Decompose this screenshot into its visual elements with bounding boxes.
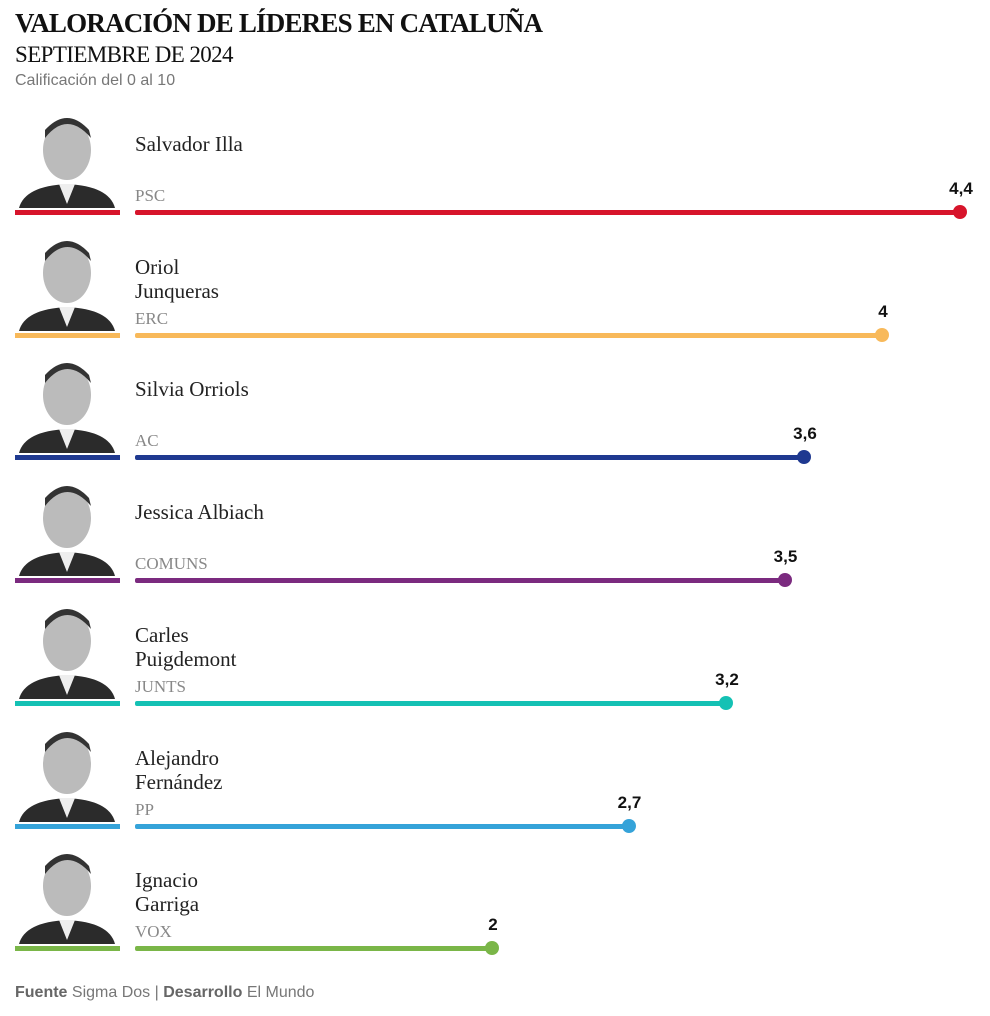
dot [777, 573, 792, 588]
bar [135, 823, 629, 829]
photo-underline [15, 700, 120, 706]
leader-name: Silvia Orriols [135, 377, 249, 402]
source: Sigma Dos [71, 984, 151, 1001]
leader-name: Alejandro Fernández [135, 745, 223, 794]
photo [15, 721, 120, 822]
value-label: 3,5 [773, 547, 798, 567]
photo [15, 353, 120, 454]
leader-name: Carles Puigdemont [135, 622, 237, 671]
dev-label: Desarrollo [163, 984, 243, 1001]
photo [15, 476, 120, 577]
bar [135, 946, 492, 952]
dev: El Mundo [246, 984, 315, 1001]
value-label: 2 [488, 915, 498, 935]
photo-underline [15, 210, 120, 215]
party: PSC [135, 186, 166, 205]
bar [135, 700, 726, 706]
party: VOX [135, 922, 172, 942]
value-label: 3,6 [793, 424, 817, 444]
value-label: 4,4 [949, 179, 973, 198]
chart-subtitle: SEPTIEMBRE DE 2024 [15, 42, 234, 67]
dot [953, 205, 967, 219]
chart-title: VALORACIÓN DE LÍDERES EN CATALUÑA [15, 8, 543, 38]
party: PP [135, 799, 154, 819]
photo [15, 844, 120, 945]
photo-underline [15, 946, 120, 952]
bar [135, 455, 804, 461]
separator: | [154, 984, 159, 1001]
dot [797, 450, 811, 465]
party: COMUNS [135, 554, 208, 574]
photo [15, 598, 120, 699]
value-label: 4 [878, 301, 888, 321]
party: AC [135, 431, 159, 451]
leader-name: Ignacio Garriga [135, 868, 200, 917]
leader-name: Oriol Junqueras [135, 254, 219, 303]
photo-underline [15, 823, 120, 829]
photo [15, 230, 120, 331]
photo-underline [15, 332, 120, 338]
dot [485, 941, 499, 956]
photo-underline [15, 455, 120, 461]
dot [719, 695, 733, 710]
party: ERC [135, 308, 169, 328]
party: JUNTS [135, 676, 187, 696]
bar [135, 578, 785, 584]
leader-name: Salvador Illa [135, 132, 243, 156]
leader-name: Jessica Albiach [135, 500, 264, 525]
photo [15, 108, 120, 208]
source-label: Fuente [15, 984, 68, 1001]
dot [875, 327, 889, 342]
dot [621, 818, 636, 833]
photo-underline [15, 578, 120, 584]
footer: Fuente Sigma Dos | Desarrollo El Mundo [15, 984, 314, 1002]
bar [135, 332, 882, 338]
bar [135, 210, 960, 215]
value-label: 3,2 [715, 669, 739, 689]
chart-note: Calificación del 0 al 10 [15, 72, 176, 89]
value-label: 2,7 [617, 792, 642, 812]
